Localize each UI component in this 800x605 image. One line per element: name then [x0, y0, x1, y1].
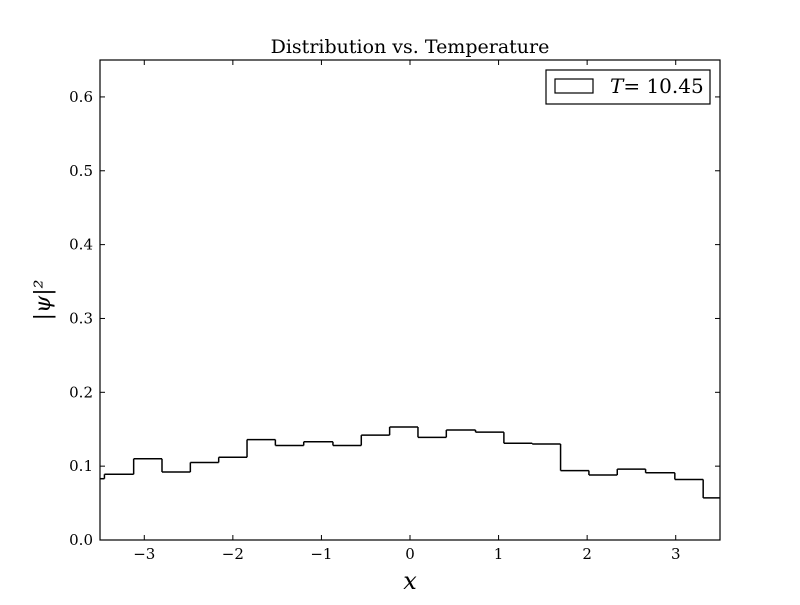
y-tick-label: 0.2	[69, 383, 93, 401]
y-axis: 0.0 0.1 0.2 0.3 0.4 0.5 0.6	[69, 88, 720, 549]
x-tick-label: 2	[582, 545, 592, 563]
plot-area	[100, 426, 720, 499]
y-tick-label: 0.6	[69, 88, 93, 106]
legend-box	[545, 69, 711, 105]
y-tick-label: 0.1	[69, 457, 93, 475]
legend: T= 10.45	[545, 69, 711, 105]
x-axis-label: x	[403, 567, 417, 595]
legend-label-variable: T	[610, 74, 625, 98]
y-tick-label: 0.5	[69, 162, 93, 180]
x-tick-label: −1	[310, 545, 332, 563]
series-0	[100, 426, 720, 499]
x-tick-label: 3	[671, 545, 681, 563]
legend-label: T= 10.45	[610, 74, 704, 98]
y-axis-label: |ψ|²	[31, 280, 56, 321]
chart-title: Distribution vs. Temperature	[271, 36, 550, 58]
legend-label-value: = 10.45	[623, 74, 703, 98]
y-tick-label: 0.3	[69, 309, 93, 327]
y-tick-label: 0.0	[69, 531, 93, 549]
x-tick-label: 1	[494, 545, 504, 563]
y-tick-label: 0.4	[69, 236, 93, 254]
x-axis: −3 −2 −1 0 1 2 3	[133, 60, 680, 563]
x-tick-label: −3	[133, 545, 155, 563]
x-tick-label: 0	[405, 545, 415, 563]
x-tick-label: −2	[222, 545, 244, 563]
legend-swatch	[554, 78, 594, 94]
